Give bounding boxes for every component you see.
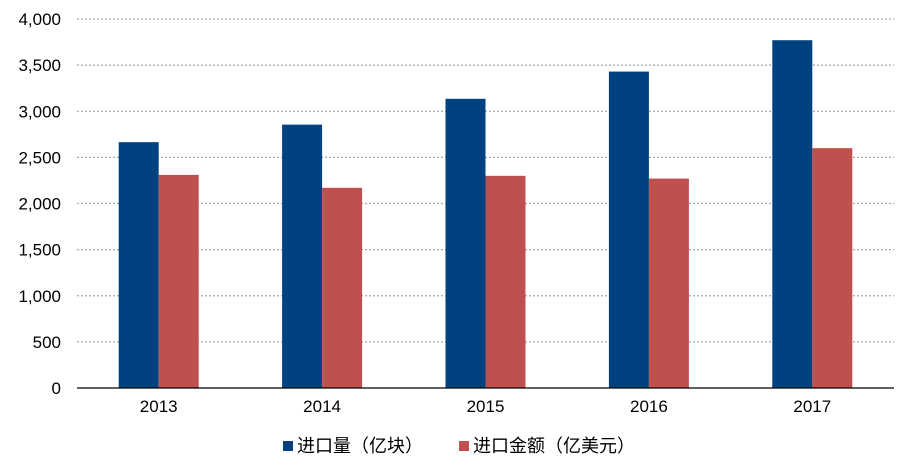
y-axis: 0 500 1,000 1,500 2,000 2,500 3,000 3,500 4,000 — [18, 10, 61, 398]
bar-import-value-2014 — [322, 187, 363, 388]
y-tick-label: 3,500 — [18, 56, 61, 75]
y-tick-label: 4,000 — [18, 10, 61, 29]
legend-swatch — [459, 441, 469, 451]
y-tick-label: 500 — [33, 333, 61, 352]
bar-import-value-2015 — [485, 175, 526, 388]
y-tick-label: 1,500 — [18, 241, 61, 260]
bar-import-volume-2015 — [445, 98, 486, 388]
x-tick-label: 2015 — [467, 397, 505, 416]
bar-import-volume-2014 — [282, 124, 323, 388]
y-tick-label: 1,000 — [18, 287, 61, 306]
legend-label: 进口金额（亿美元） — [473, 436, 635, 457]
bar-import-volume-2017 — [772, 40, 813, 388]
bar-import-volume-2016 — [608, 71, 649, 389]
legend-swatch — [283, 441, 293, 451]
legend-label: 进口量（亿块） — [297, 436, 423, 457]
y-tick-label: 2,000 — [18, 195, 61, 214]
bar-import-volume-2013 — [118, 142, 159, 388]
legend: 进口量（亿块） 进口金额（亿美元） — [283, 436, 635, 457]
bar-import-value-2017 — [812, 148, 853, 388]
x-axis: 2013 2014 2015 2016 2017 — [140, 397, 831, 416]
bars — [118, 40, 853, 389]
bar-import-value-2013 — [158, 174, 199, 388]
y-tick-label: 3,000 — [18, 102, 61, 121]
bar-import-value-2016 — [648, 178, 689, 388]
y-tick-label: 0 — [52, 379, 61, 398]
x-tick-label: 2014 — [303, 397, 341, 416]
x-tick-label: 2017 — [793, 397, 831, 416]
x-tick-label: 2013 — [140, 397, 178, 416]
y-tick-label: 2,500 — [18, 148, 61, 167]
x-tick-label: 2016 — [630, 397, 668, 416]
